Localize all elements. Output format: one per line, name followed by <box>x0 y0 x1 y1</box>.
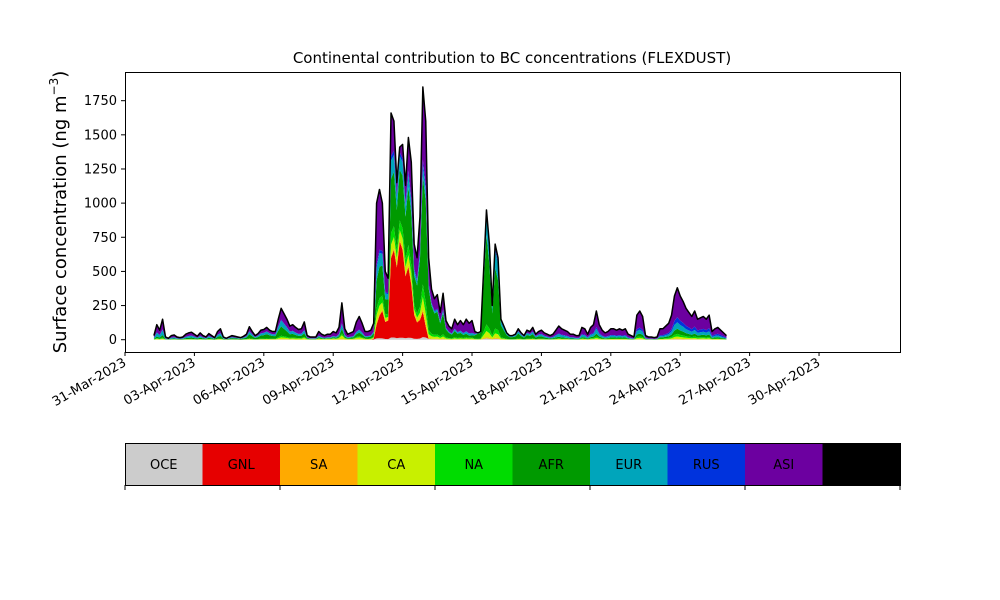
legend-swatch-afr <box>512 443 591 485</box>
legend-label-asi: ASI <box>773 458 794 473</box>
legend-swatch-oce <box>125 443 203 485</box>
x-tick-label: 24-Apr-2023 <box>607 355 684 408</box>
legend-label-eur: EUR <box>615 458 642 473</box>
legend-label-na: NA <box>464 458 483 473</box>
plot-frame <box>125 72 901 353</box>
legend-label-rus: RUS <box>693 458 720 473</box>
legend-swatch-gnl <box>202 443 281 485</box>
x-tick-label: 03-Apr-2023 <box>121 355 198 408</box>
y-tick-label: 0 <box>109 333 117 348</box>
chart-title: Continental contribution to BC concentra… <box>293 49 731 67</box>
area-aus <box>153 87 727 339</box>
stacked-area-series <box>153 86 728 340</box>
y-tick-label: 1500 <box>84 128 117 143</box>
legend-swatch-aus <box>822 443 901 485</box>
x-tick-label: 18-Apr-2023 <box>468 355 545 408</box>
x-tick-label: 15-Apr-2023 <box>399 355 476 408</box>
x-tick-label: 27-Apr-2023 <box>677 355 754 408</box>
y-tick-label: 1000 <box>84 197 117 212</box>
legend-swatch-na <box>435 443 513 485</box>
x-tick-label: 31-Mar-2023 <box>50 355 129 409</box>
y-tick-label: 1750 <box>84 94 117 109</box>
legend-swatch-eur <box>590 443 668 485</box>
legend-label-ca: CA <box>387 458 405 473</box>
total-line <box>153 86 728 340</box>
legend-swatch-ca <box>357 443 436 485</box>
legend-swatch-sa <box>280 443 358 485</box>
legend-label-aus: AUS <box>848 458 875 473</box>
legend-label-gnl: GNL <box>228 458 256 473</box>
legend-label-sa: SA <box>310 458 327 473</box>
x-tick-label: 09-Apr-2023 <box>260 355 337 408</box>
y-axis-label: Surface concentration (ng m−3) <box>47 71 71 354</box>
x-tick-label: 30-Apr-2023 <box>746 355 823 408</box>
legend-swatch-rus <box>667 443 746 485</box>
x-tick-label: 21-Apr-2023 <box>538 355 615 408</box>
x-tick-label: 06-Apr-2023 <box>191 355 268 408</box>
y-tick-label: 750 <box>92 231 117 246</box>
x-axis: 31-Mar-202303-Apr-202306-Apr-202309-Apr-… <box>50 352 823 410</box>
y-axis: 0 250 500 750 1000 1250 1500 1750 <box>84 94 125 348</box>
legend-label-oce: OCE <box>150 458 178 473</box>
x-tick-label: 12-Apr-2023 <box>329 355 406 408</box>
legend-colorbar: OCE GNL SA CA NA AFR EUR RUS ASI AUS <box>124 443 901 490</box>
y-tick-label: 1250 <box>84 162 117 177</box>
y-tick-label: 250 <box>92 299 117 314</box>
legend-frame <box>125 443 901 486</box>
area-asi <box>153 87 727 340</box>
legend-swatch-asi <box>745 443 823 485</box>
y-tick-label: 500 <box>92 265 117 280</box>
legend-label-afr: AFR <box>539 458 564 473</box>
